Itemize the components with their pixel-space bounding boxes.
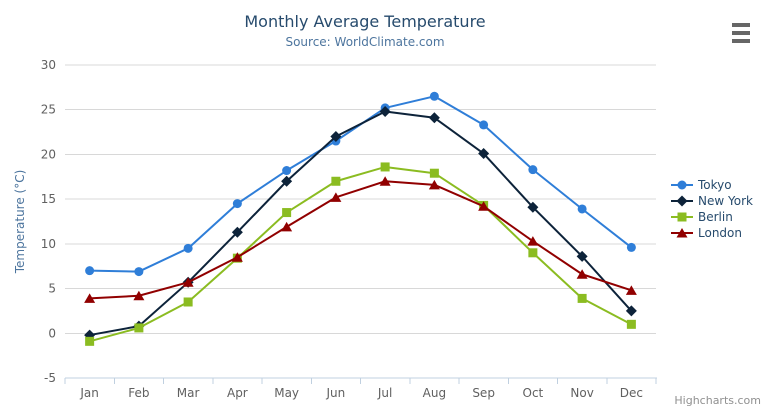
- point-tokyo-nov[interactable]: [577, 204, 587, 214]
- point-tokyo-dec[interactable]: [626, 242, 636, 252]
- y-axis-label-0: 0: [48, 326, 56, 340]
- context-menu-button[interactable]: [726, 16, 756, 43]
- legend-marker-triangle-icon: [671, 228, 693, 238]
- y-axis-label-5: 5: [48, 282, 56, 296]
- point-london-apr[interactable]: [231, 252, 243, 262]
- point-new-york-may[interactable]: [281, 175, 293, 187]
- legend-label: Tokyo: [698, 178, 732, 192]
- hamburger-icon: [732, 23, 750, 47]
- series-tokyo: [85, 91, 636, 277]
- legend-item-berlin[interactable]: Berlin: [671, 209, 753, 225]
- point-new-york-apr[interactable]: [231, 226, 243, 238]
- legend-marker-square-icon: [671, 212, 693, 222]
- y-axis-label-20: 20: [41, 147, 56, 161]
- x-axis-label-oct: Oct: [523, 386, 544, 400]
- y-axis-label--5: -5: [44, 371, 56, 385]
- point-tokyo-aug[interactable]: [429, 91, 439, 101]
- chart-title: Monthly Average Temperature: [244, 12, 486, 31]
- point-london-sep[interactable]: [478, 201, 490, 211]
- point-new-york-jul[interactable]: [379, 106, 391, 118]
- point-berlin-oct[interactable]: [528, 248, 538, 258]
- point-berlin-may[interactable]: [282, 208, 292, 218]
- point-london-jul[interactable]: [379, 176, 391, 186]
- legend-marker-shape: [677, 212, 687, 222]
- point-london-may[interactable]: [281, 221, 293, 232]
- legend-label: London: [698, 226, 742, 240]
- x-axis-label-feb: Feb: [128, 386, 149, 400]
- legend: Tokyo New York Berlin London: [671, 177, 753, 241]
- point-london-feb[interactable]: [133, 290, 145, 301]
- point-berlin-feb[interactable]: [134, 323, 144, 333]
- point-tokyo-oct[interactable]: [528, 165, 538, 175]
- x-axis-label-apr: Apr: [227, 386, 248, 400]
- point-new-york-dec[interactable]: [625, 305, 637, 317]
- point-london-jan[interactable]: [84, 293, 96, 303]
- y-axis-label-10: 10: [41, 237, 56, 251]
- point-london-aug[interactable]: [428, 179, 440, 190]
- point-berlin-aug[interactable]: [429, 168, 439, 178]
- legend-marker-circle-icon: [671, 180, 693, 190]
- x-axis-label-aug: Aug: [423, 386, 446, 400]
- point-london-jun[interactable]: [330, 192, 342, 202]
- y-axis-label-25: 25: [41, 103, 56, 117]
- point-berlin-nov[interactable]: [577, 293, 587, 303]
- point-new-york-oct[interactable]: [527, 201, 539, 213]
- point-new-york-nov[interactable]: [576, 250, 588, 262]
- legend-item-london[interactable]: London: [671, 225, 753, 241]
- legend-label: New York: [698, 194, 753, 208]
- legend-marker-shape: [676, 228, 688, 238]
- series-new-york: [84, 106, 637, 341]
- x-axis-label-may: May: [274, 386, 299, 400]
- y-axis-label-15: 15: [41, 192, 56, 206]
- point-tokyo-feb[interactable]: [134, 267, 144, 277]
- legend-marker-shape: [676, 195, 688, 207]
- series-line-tokyo: [88, 95, 633, 273]
- point-tokyo-apr[interactable]: [232, 199, 242, 209]
- point-new-york-sep[interactable]: [478, 148, 490, 160]
- point-berlin-dec[interactable]: [626, 319, 636, 329]
- point-tokyo-sep[interactable]: [479, 120, 489, 130]
- series-line-berlin: [88, 165, 633, 343]
- x-axis-label-dec: Dec: [620, 386, 643, 400]
- legend-marker-shape: [677, 180, 687, 190]
- series-line-london: [88, 180, 633, 300]
- y-axis-title: Temperature (°C): [13, 170, 27, 275]
- x-axis-label-jan: Jan: [79, 386, 99, 400]
- legend-marker-diamond-icon: [671, 195, 693, 207]
- series-line-new-york: [88, 110, 633, 337]
- point-new-york-jun[interactable]: [330, 131, 342, 143]
- point-new-york-aug[interactable]: [428, 112, 440, 124]
- y-axis-label-30: 30: [41, 58, 56, 72]
- point-berlin-jun[interactable]: [331, 176, 341, 186]
- point-london-nov[interactable]: [576, 269, 588, 279]
- x-axis-label-nov: Nov: [570, 386, 593, 400]
- series-london: [84, 176, 637, 303]
- point-tokyo-jan[interactable]: [85, 266, 95, 276]
- point-london-oct[interactable]: [527, 236, 539, 246]
- credits-link[interactable]: Highcharts.com: [674, 394, 761, 407]
- point-berlin-jan[interactable]: [85, 336, 95, 346]
- point-berlin-jul[interactable]: [380, 162, 390, 172]
- point-london-dec[interactable]: [625, 285, 637, 295]
- point-berlin-mar[interactable]: [183, 297, 193, 307]
- legend-item-new-york[interactable]: New York: [671, 193, 753, 209]
- chart-subtitle: Source: WorldClimate.com: [285, 35, 445, 49]
- point-tokyo-may[interactable]: [282, 166, 292, 176]
- point-tokyo-mar[interactable]: [183, 243, 193, 253]
- x-axis-label-sep: Sep: [472, 386, 495, 400]
- legend-item-tokyo[interactable]: Tokyo: [671, 177, 753, 193]
- point-london-mar[interactable]: [182, 277, 194, 287]
- x-axis-label-mar: Mar: [177, 386, 200, 400]
- legend-label: Berlin: [698, 210, 733, 224]
- x-axis-label-jun: Jun: [326, 386, 346, 400]
- x-axis-label-jul: Jul: [377, 386, 392, 400]
